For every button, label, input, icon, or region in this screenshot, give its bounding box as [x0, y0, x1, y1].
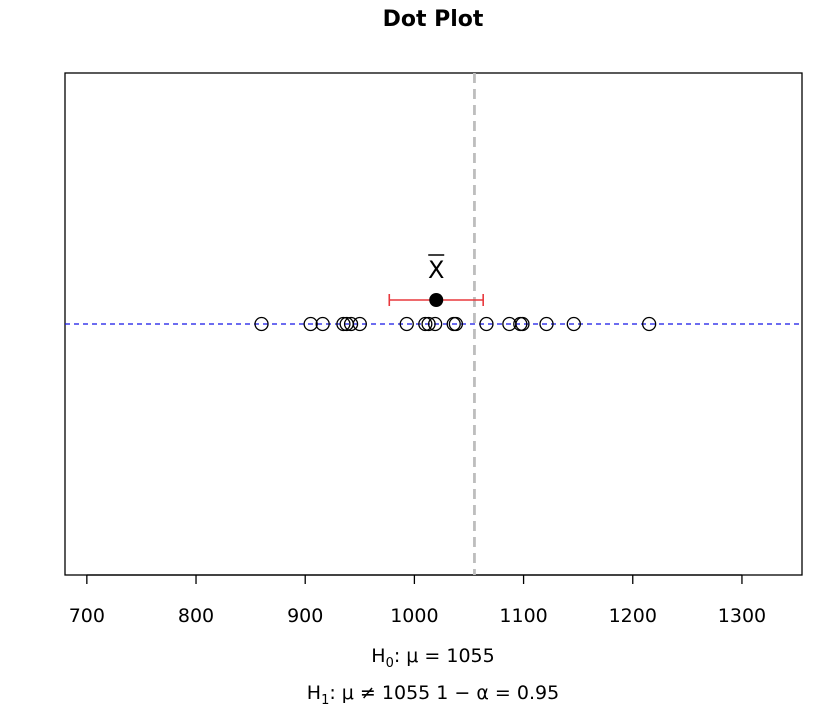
- data-point: [399, 316, 414, 332]
- x-tick-label: 700: [69, 605, 105, 627]
- plot-marks: X: [65, 73, 802, 575]
- data-point: [303, 316, 318, 332]
- null-hypothesis: H0: μ = 1055: [371, 645, 494, 671]
- data-point: [539, 316, 554, 332]
- data-point: [254, 316, 269, 332]
- x-tick-label: 800: [178, 605, 214, 627]
- x-tick-label: 1300: [718, 605, 766, 627]
- chart-title: Dot Plot: [383, 7, 484, 32]
- alternative-hypothesis: H1: μ ≠ 1055 1 − α = 0.95: [307, 682, 559, 708]
- data-point: [352, 316, 367, 332]
- x-tick-label: 900: [287, 605, 323, 627]
- data-point: [566, 316, 581, 332]
- data-point: [336, 316, 351, 332]
- data-point: [515, 316, 530, 332]
- alternative-hypothesis-text: H1: μ ≠ 1055 1 − α = 0.95: [307, 682, 559, 708]
- data-point: [641, 316, 657, 332]
- data-point: [421, 316, 436, 332]
- x-axis: 700 800 900 1000 1100 1200 1300: [69, 574, 766, 627]
- data-point: [418, 316, 433, 332]
- x-tick-label: 1000: [390, 605, 438, 627]
- x-tick-label: 1100: [499, 605, 547, 627]
- data-point: [343, 316, 359, 332]
- x-tick-label: 1200: [609, 605, 657, 627]
- data-point: [427, 316, 443, 332]
- null-hypothesis-text: H0: μ = 1055: [371, 645, 494, 671]
- sample-mean-point: [429, 293, 444, 307]
- sample-mean-label: X: [428, 256, 444, 284]
- data-point: [315, 316, 330, 332]
- data-point: [479, 316, 494, 332]
- data-point: [448, 316, 464, 332]
